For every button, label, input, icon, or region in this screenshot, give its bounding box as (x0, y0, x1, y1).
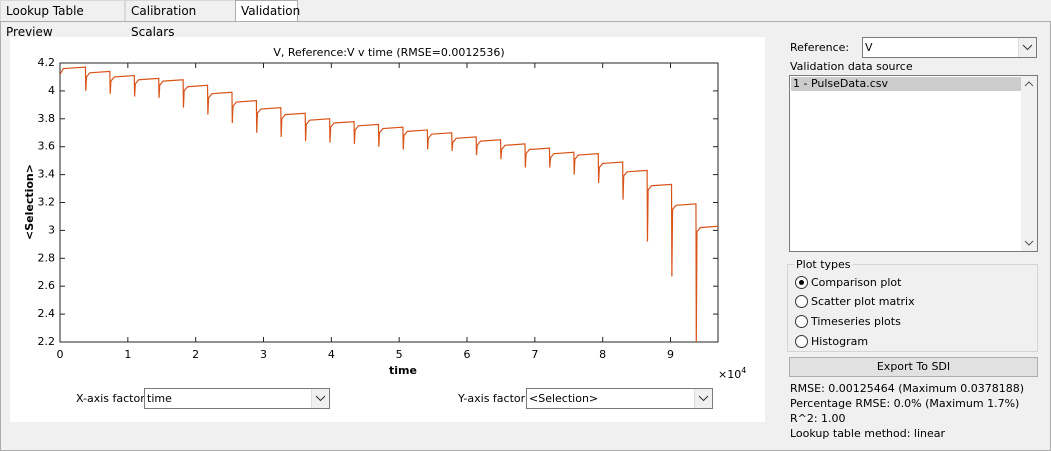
plot-types-title: Plot types (794, 258, 853, 271)
scrollbar[interactable] (1021, 76, 1037, 251)
y-tick-label: 3.4 (38, 168, 56, 181)
list-item[interactable]: 1 - PulseData.csv (791, 77, 1022, 91)
y-factor-value: <Selection> (529, 392, 599, 405)
x-factor-label: X-axis factor: (76, 392, 149, 405)
data-source-label: Validation data source (790, 60, 913, 73)
dropdown-arrow (315, 395, 326, 402)
plot-types-group (787, 264, 1038, 352)
x-tick-label: 3 (260, 348, 267, 361)
x-tick-label: 9 (667, 348, 674, 361)
x-tick-label: 6 (464, 348, 471, 361)
y-tick-label: 2.6 (38, 279, 56, 292)
x-tick-label: 5 (396, 348, 403, 361)
y-factor-dropdown[interactable]: <Selection> (526, 388, 713, 409)
x-tick-label: 1 (124, 348, 131, 361)
x-tick-label: 0 (57, 348, 64, 361)
tab-selected[interactable]: Validation (235, 0, 300, 22)
x-multiplier-exponent: 4 (741, 366, 746, 375)
y-axis-label: <Selection> (23, 164, 36, 240)
y-tick-label: 2.4 (38, 307, 56, 320)
x-tick-label: 7 (531, 348, 538, 361)
reference-label: Reference: (790, 41, 850, 54)
x-factor-dropdown[interactable]: time (144, 388, 330, 409)
x-tick-label: 2 (192, 348, 199, 361)
stat-line: RMSE: 0.00125464 (Maximum 0.0378188) (790, 382, 1025, 395)
x-multiplier: ×104 (718, 366, 746, 382)
x-multiplier-base: ×10 (718, 368, 741, 381)
x-tick-label: 4 (328, 348, 335, 361)
radio-label: Timeseries plots (811, 315, 901, 328)
tab[interactable]: Lookup Table Preview (0, 0, 125, 39)
reference-value: V (865, 41, 873, 54)
axes-box (59, 62, 719, 343)
stat-line: Percentage RMSE: 0.0% (Maximum 1.7%) (790, 397, 1020, 410)
chart-title: V, Reference:V v time (RMSE=0.0012536) (273, 46, 504, 59)
tab[interactable]: Calibration Scalars (125, 0, 236, 39)
y-tick-label: 3.8 (38, 112, 56, 125)
dropdown-arrow (1022, 44, 1033, 51)
y-tick-label: 2.8 (38, 251, 56, 264)
y-tick-label: 2.2 (38, 335, 56, 348)
radio-label: Scatter plot matrix (811, 295, 915, 308)
x-axis-label: time (389, 364, 417, 377)
data-source-list: 1 - PulseData.csv (789, 75, 1038, 252)
data-line (60, 66, 718, 342)
radio-label: Histogram (811, 335, 869, 348)
y-tick-label: 3.6 (38, 140, 56, 153)
y-tick-label: 3.2 (38, 196, 56, 209)
y-tick-label: 4.2 (38, 56, 56, 69)
x-tick-label: 8 (599, 348, 606, 361)
dropdown-arrow (698, 395, 709, 402)
y-factor-label: Y-axis factor: (458, 392, 529, 405)
chart: V, Reference:V v time (RMSE=0.0012536) t… (23, 46, 746, 382)
reference-dropdown[interactable]: V (862, 37, 1037, 58)
x-factor-value: time (147, 392, 172, 405)
stat-line: R^2: 1.00 (790, 412, 846, 425)
y-tick-label: 3 (48, 223, 55, 236)
stat-line: Lookup table method: linear (790, 427, 946, 440)
export-button[interactable]: Export To SDI (789, 357, 1038, 377)
scroll-arrows (1024, 81, 1034, 246)
radio-label: Comparison plot (811, 276, 902, 289)
y-tick-label: 4 (48, 84, 55, 97)
